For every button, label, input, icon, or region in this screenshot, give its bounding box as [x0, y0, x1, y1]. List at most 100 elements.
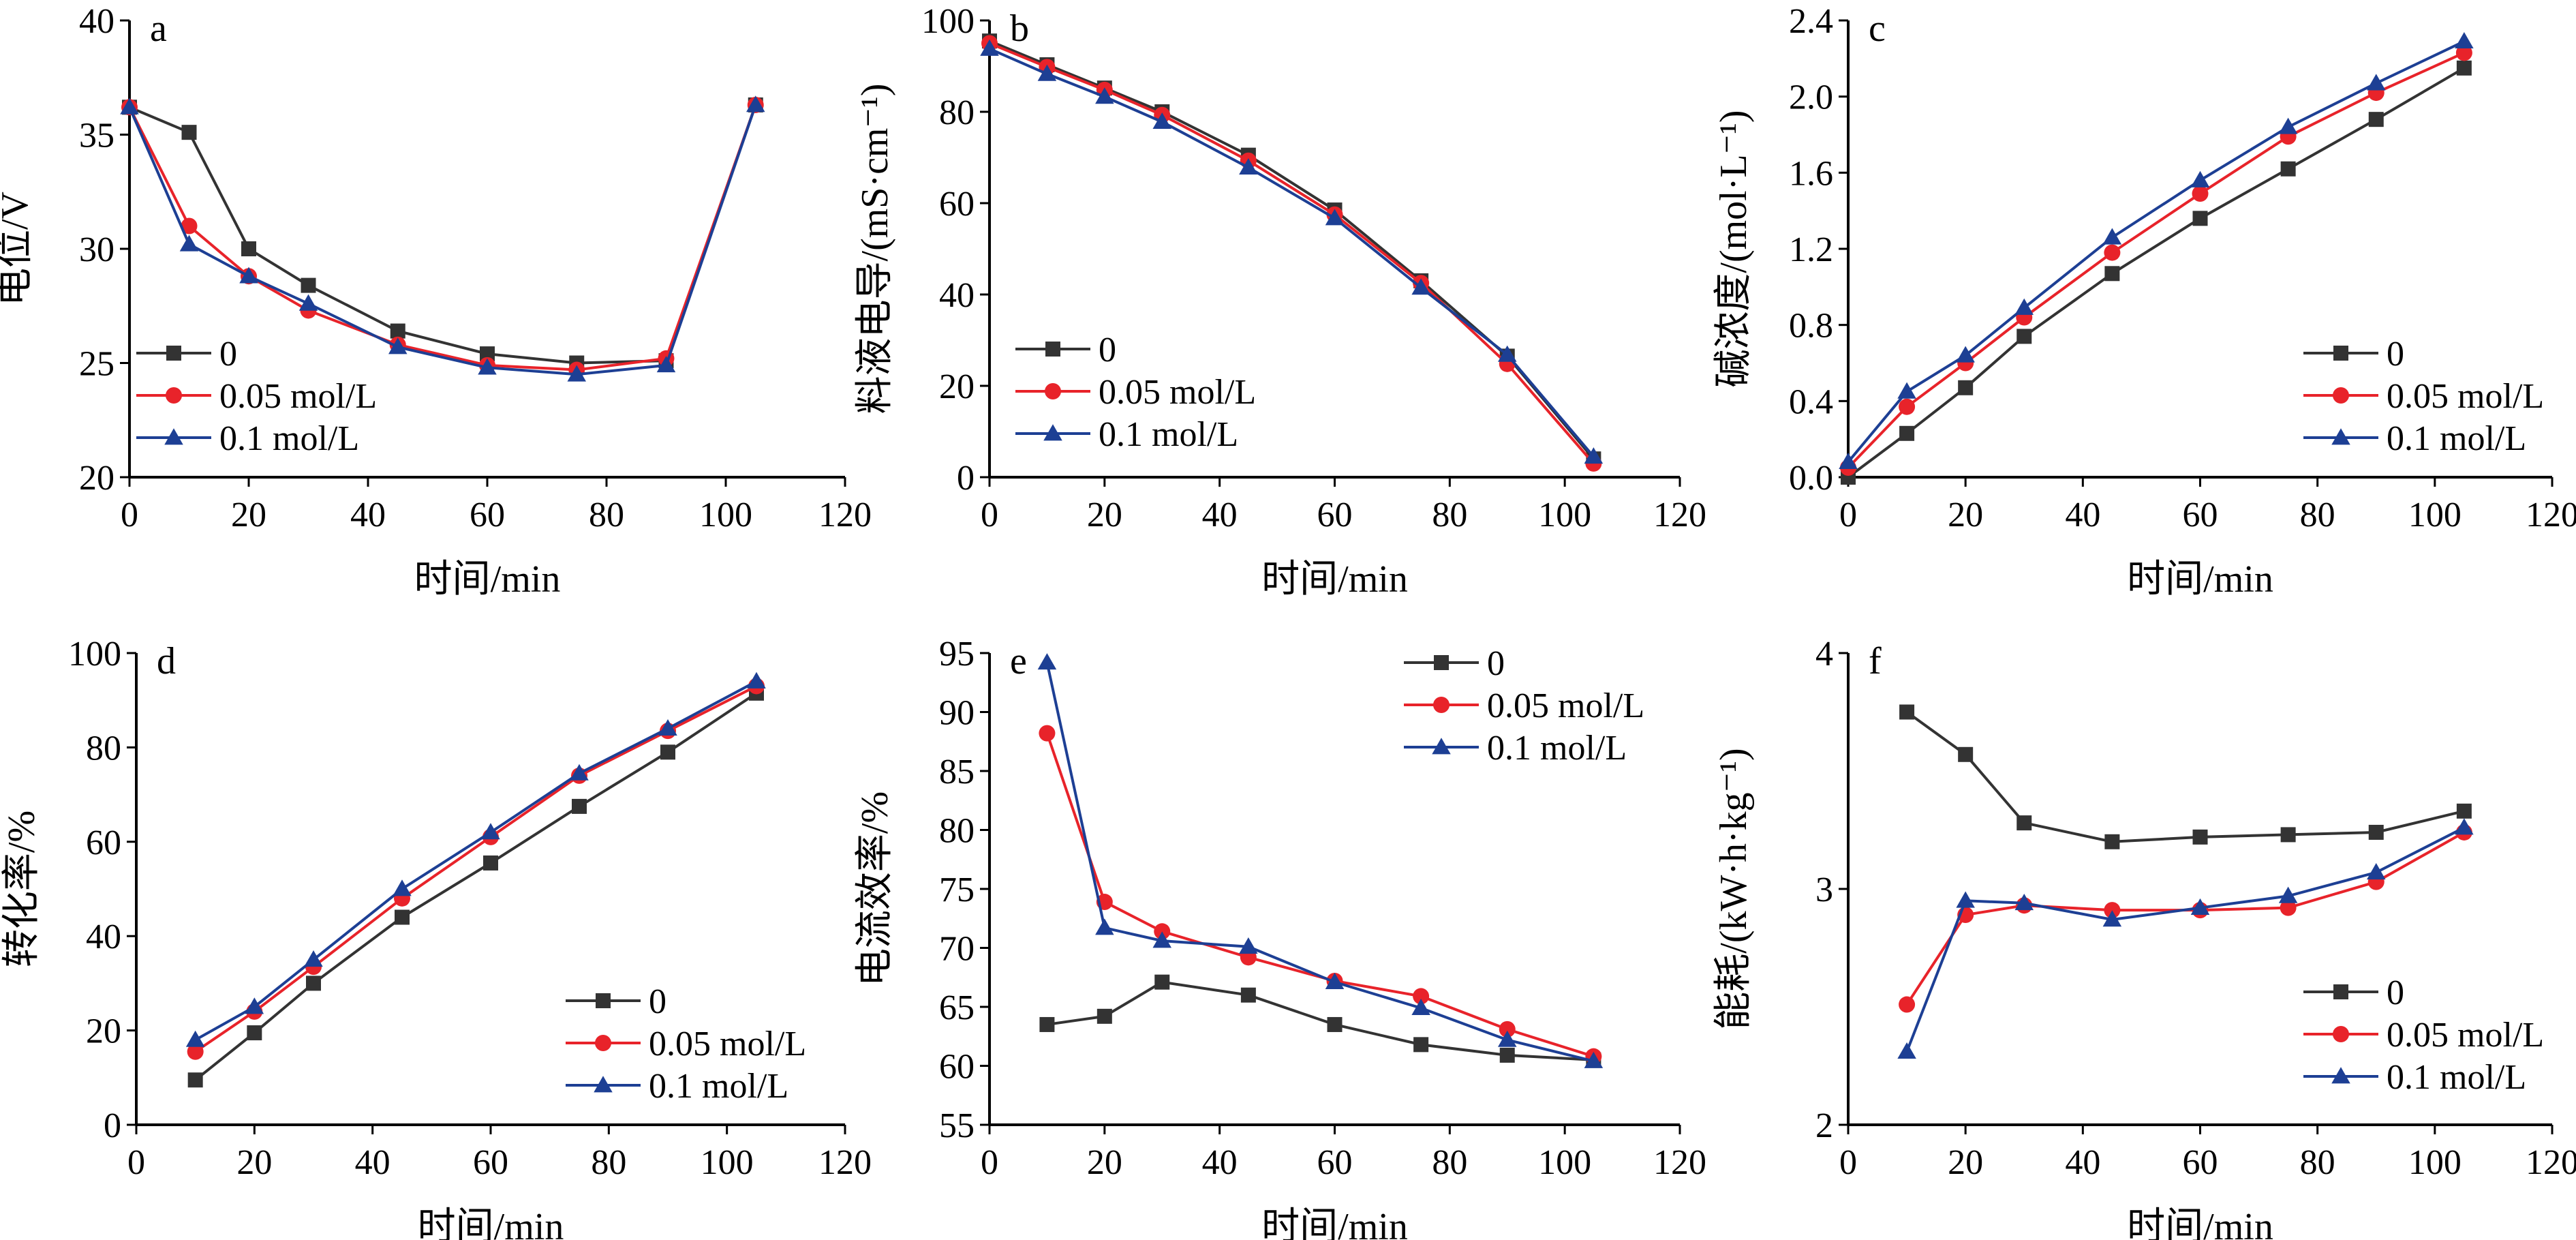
x-axis-label: 时间/min [1261, 558, 1408, 601]
legend-label: 0 [1487, 644, 1505, 683]
data-point [1584, 447, 1604, 464]
panel-letter: c [1869, 7, 1886, 50]
series-1 [187, 678, 765, 1060]
legend-marker [1434, 655, 1449, 670]
x-tick-label: 100 [699, 496, 752, 534]
x-tick-label: 120 [2526, 496, 2576, 534]
x-tick-label: 120 [818, 1143, 872, 1182]
legend-marker [1043, 424, 1062, 441]
data-point [1039, 725, 1056, 742]
x-tick-label: 60 [2183, 496, 2218, 534]
y-tick-label: 0 [957, 459, 975, 498]
y-tick-label: 80 [939, 812, 975, 851]
legend-label: 0.1 mol/L [1099, 415, 1238, 454]
x-tick-label: 60 [2183, 1143, 2218, 1182]
x-tick-label: 80 [2300, 1143, 2335, 1182]
x-axis-label: 时间/min [414, 558, 561, 601]
y-tick-label: 30 [79, 230, 114, 269]
x-tick-label: 0 [1839, 1143, 1857, 1182]
data-point [187, 1072, 203, 1088]
data-point [179, 235, 199, 252]
x-tick-label: 40 [2065, 1143, 2100, 1182]
series-line [1045, 662, 1594, 1063]
series-line [1847, 40, 2465, 463]
x-tick-label: 0 [1839, 496, 1857, 534]
legend-marker [2331, 1067, 2350, 1084]
series-2 [1839, 31, 2474, 469]
data-point [395, 909, 410, 925]
y-tick-label: 0 [104, 1106, 121, 1145]
x-tick-label: 80 [591, 1143, 626, 1182]
data-point [980, 39, 999, 56]
x-tick-label: 0 [121, 496, 138, 534]
series-line [1905, 831, 2465, 1005]
x-tick-label: 20 [1087, 496, 1122, 534]
data-point [2104, 902, 2121, 919]
data-point [393, 879, 412, 896]
legend-label: 0.1 mol/L [2387, 419, 2526, 458]
data-point [572, 798, 587, 814]
legend-label: 0.1 mol/L [219, 419, 359, 458]
data-point [2368, 112, 2384, 127]
data-point [1327, 1016, 1343, 1032]
legend-label: 0 [649, 982, 666, 1021]
panel-letter: b [1010, 7, 1029, 50]
x-tick-label: 0 [981, 496, 998, 534]
data-point [388, 337, 408, 354]
data-point [567, 365, 586, 382]
data-point [660, 744, 675, 760]
data-point [1899, 425, 1915, 441]
data-point [239, 267, 258, 284]
y-tick-label: 100 [68, 635, 121, 674]
panel-letter: d [157, 640, 176, 682]
panel-e: 0 20 40 60 80 100 120 55 60 65 70 75 80 85 90 95 e 时间/min… [854, 635, 1706, 1240]
data-point [1039, 1016, 1055, 1032]
data-point [1498, 1030, 1517, 1047]
data-point [2278, 886, 2298, 903]
legend-marker [2333, 346, 2348, 361]
data-point [2192, 829, 2208, 845]
series-line [194, 692, 758, 1081]
y-tick-label: 90 [939, 694, 975, 733]
x-tick-label: 40 [2065, 496, 2100, 534]
series-line [129, 104, 757, 365]
legend-label: 0 [219, 335, 237, 374]
series-line [1047, 980, 1594, 1061]
series-line [194, 680, 757, 1042]
data-point [1154, 974, 1170, 990]
x-tick-label: 120 [2526, 1143, 2576, 1182]
legend-marker [1433, 697, 1450, 713]
series-line [1045, 732, 1594, 1058]
data-point [247, 1025, 262, 1041]
data-point [298, 294, 318, 311]
legend-label: 0 [2387, 335, 2404, 374]
data-point [241, 241, 256, 256]
legend-marker [594, 1076, 613, 1093]
data-point [2014, 894, 2034, 911]
panel-d: 0 20 40 60 80 100 120 0 20 40 60 80 100 d 时间/min 转化率/% 0… [1, 635, 872, 1240]
legend-label: 0.05 mol/L [649, 1025, 806, 1063]
data-point [2456, 803, 2472, 819]
data-point [2280, 827, 2296, 843]
data-point [2278, 117, 2298, 134]
y-tick-label: 2.0 [1789, 78, 1833, 117]
x-tick-label: 40 [355, 1143, 390, 1182]
y-tick-label: 1.6 [1789, 154, 1833, 193]
series-1 [981, 35, 1602, 472]
series-line [128, 104, 757, 372]
data-point [1498, 345, 1517, 362]
y-axis-label: 碱浓度/(mol·L⁻¹) [1713, 110, 1755, 387]
y-axis-label: 电位/V [0, 192, 36, 306]
series-2 [980, 39, 1604, 464]
data-point [1037, 64, 1057, 81]
y-tick-label: 0.0 [1789, 459, 1833, 498]
data-point [2455, 818, 2474, 835]
data-point [1325, 972, 1345, 989]
data-point [1899, 398, 1916, 415]
x-tick-label: 60 [473, 1143, 508, 1182]
x-tick-label: 20 [1948, 1143, 1983, 1182]
data-point [306, 976, 321, 991]
y-tick-label: 60 [939, 185, 975, 224]
data-point [1413, 988, 1430, 1005]
